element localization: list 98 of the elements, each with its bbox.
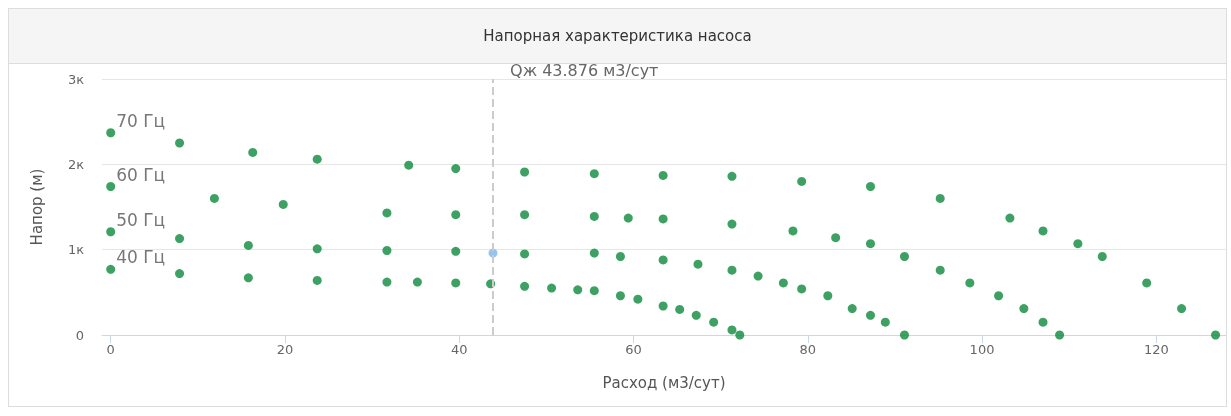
- point: [175, 269, 185, 279]
- point: [880, 317, 890, 327]
- point: [778, 278, 788, 288]
- point: [753, 271, 763, 281]
- point: [589, 211, 599, 221]
- point: [658, 255, 668, 265]
- point: [658, 214, 668, 224]
- point: [382, 246, 392, 256]
- point: [615, 291, 625, 301]
- x-tick-label: 40: [450, 342, 468, 357]
- point: [589, 286, 599, 296]
- point: [278, 199, 288, 209]
- series-label: 60 Гц: [116, 164, 166, 185]
- point: [312, 154, 322, 164]
- point: [412, 277, 422, 287]
- point: [866, 182, 875, 192]
- y-tick-label: 2к: [67, 156, 85, 172]
- point: [243, 240, 253, 250]
- point: [547, 283, 557, 293]
- point: [248, 147, 258, 157]
- point: [175, 234, 185, 244]
- point: [727, 265, 737, 275]
- point: [106, 128, 116, 138]
- point: [847, 304, 857, 314]
- y-tick-label: 1к: [67, 242, 85, 258]
- ref-line-label: Qж 43.876 м3/сут: [510, 60, 659, 80]
- point: [709, 317, 719, 327]
- point: [589, 248, 599, 258]
- y-tick-label: 0: [75, 327, 84, 343]
- point: [727, 171, 737, 181]
- point: [175, 138, 185, 148]
- point: [633, 294, 643, 304]
- point: [675, 304, 685, 314]
- point: [658, 170, 668, 180]
- x-axis-title: Расход (м3/сут): [602, 373, 726, 392]
- chart-title: Напорная характеристика насоса: [483, 27, 752, 45]
- point: [1019, 304, 1029, 314]
- point: [866, 239, 875, 249]
- point: [382, 208, 392, 218]
- point: [1097, 252, 1107, 261]
- point: [1073, 239, 1083, 249]
- point: [823, 291, 833, 301]
- point: [866, 310, 875, 320]
- point: [727, 325, 737, 335]
- point: [520, 210, 530, 220]
- point: [520, 281, 530, 291]
- point: [1211, 330, 1221, 340]
- point: [573, 285, 583, 295]
- point: [788, 226, 798, 236]
- x-tick-label: 60: [625, 342, 642, 357]
- point: [451, 210, 461, 220]
- y-axis-title: Напор (м): [27, 168, 46, 246]
- point: [1005, 213, 1015, 223]
- series-label: 70 Гц: [116, 110, 166, 131]
- point: [693, 259, 703, 269]
- point: [1055, 330, 1065, 340]
- point: [965, 278, 975, 288]
- point: [1038, 226, 1048, 236]
- point: [899, 252, 909, 261]
- point: [451, 278, 461, 288]
- point: [623, 213, 633, 223]
- point: [935, 265, 945, 275]
- point: [727, 219, 737, 229]
- x-tick-label: 100: [969, 342, 995, 357]
- point: [520, 167, 530, 177]
- point: [312, 244, 322, 254]
- point: [1142, 278, 1152, 288]
- x-tick-label: 120: [1143, 342, 1169, 357]
- point: [658, 301, 668, 311]
- x-tick-label: 80: [799, 342, 817, 357]
- point: [1038, 317, 1048, 327]
- point: [312, 275, 322, 285]
- series-label: 40 Гц: [116, 247, 166, 268]
- point: [797, 284, 807, 294]
- point: [451, 164, 461, 174]
- point: [382, 277, 392, 287]
- y-tick-label: 3к: [67, 71, 85, 87]
- point: [615, 252, 625, 261]
- point: [691, 310, 701, 320]
- point: [589, 169, 599, 179]
- point: [209, 193, 219, 203]
- point: [994, 291, 1004, 301]
- point: [106, 264, 116, 274]
- point: [935, 193, 945, 203]
- point: [520, 249, 530, 259]
- point: [106, 182, 116, 192]
- series-label: 50 Гц: [116, 209, 166, 230]
- point: [899, 330, 909, 340]
- point: [106, 227, 116, 237]
- point: [797, 176, 807, 186]
- x-tick-label: 20: [276, 342, 294, 357]
- point: [451, 246, 461, 256]
- point: [735, 330, 745, 340]
- point: [1177, 304, 1187, 314]
- point: [243, 273, 253, 283]
- point: [831, 233, 841, 243]
- x-tick-label: 0: [106, 342, 115, 357]
- point: [404, 160, 414, 170]
